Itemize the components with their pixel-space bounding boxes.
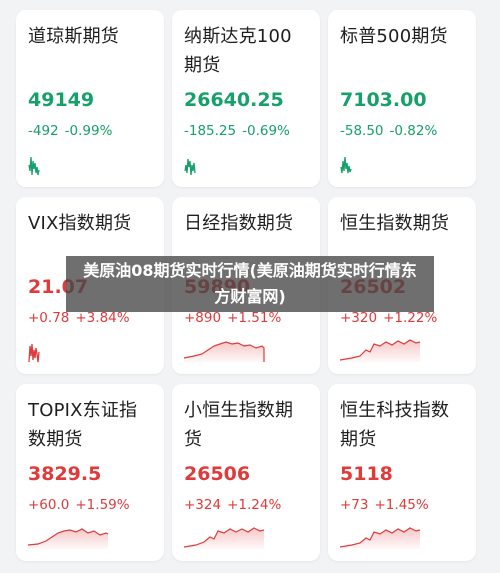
card-price: 7103.00 (340, 89, 427, 111)
card-change-row: +0.78 +3.84% (28, 309, 152, 327)
card-name: TOPIX东证指数期货 (28, 400, 138, 450)
card-name: 道琼斯期货 (28, 26, 119, 47)
futures-card-mini-hang-seng[interactable]: 小恒生指数期货 26506 +324 +1.24% (172, 384, 320, 561)
sparkline (28, 528, 109, 549)
card-price: 26640.25 (184, 89, 284, 111)
sparkline (340, 339, 421, 362)
card-name: 纳斯达克100期货 (184, 26, 292, 76)
card-change-pct: +1.24% (227, 497, 282, 513)
card-name: 小恒生指数期货 (184, 400, 294, 450)
card-change-row: +73 +1.45% (340, 496, 464, 514)
card-change: -492 (28, 123, 59, 139)
sparkline (340, 156, 352, 174)
card-change-pct: +3.84% (75, 310, 130, 326)
card-name: 标普500期货 (340, 26, 448, 47)
card-price: 49149 (28, 89, 95, 111)
sparkline (28, 343, 40, 363)
card-price: 26506 (184, 463, 251, 485)
card-change: -185.25 (184, 123, 237, 139)
card-name: 恒生指数期货 (340, 213, 450, 234)
sparkline (184, 158, 196, 176)
sparkline (28, 156, 40, 176)
card-name: 恒生科技指数期货 (340, 400, 450, 450)
card-change-pct: +1.22% (383, 310, 438, 326)
card-change-row: +320 +1.22% (340, 309, 464, 327)
card-change-pct: +1.59% (75, 497, 130, 513)
futures-card-nasdaq-100[interactable]: 纳斯达克100期货 26640.25 -185.25 -0.69% (172, 10, 320, 187)
card-change-row: +890 +1.51% (184, 309, 308, 327)
card-change: +60.0 (28, 497, 70, 513)
card-change-row: -492 -0.99% (28, 122, 152, 140)
card-change-pct: +1.51% (227, 310, 282, 326)
card-change-pct: +1.45% (374, 497, 429, 513)
banner-text: 美原油08期货实时行情(美原油期货实时行情东方财富网) (83, 261, 417, 306)
futures-card-dow-jones[interactable]: 道琼斯期货 49149 -492 -0.99% (16, 10, 164, 187)
sparkline (184, 527, 265, 549)
sparkline (184, 341, 265, 362)
card-change-row: -58.50 -0.82% (340, 122, 464, 140)
card-change: +73 (340, 497, 369, 513)
futures-card-hang-seng-tech[interactable]: 恒生科技指数期货 5118 +73 +1.45% (328, 384, 476, 561)
futures-card-sp500[interactable]: 标普500期货 7103.00 -58.50 -0.82% (328, 10, 476, 187)
card-change-pct: -0.99% (64, 123, 113, 139)
card-change: +324 (184, 497, 222, 513)
card-change-row: +60.0 +1.59% (28, 496, 152, 514)
card-change: +320 (340, 310, 378, 326)
card-change-pct: -0.82% (389, 123, 438, 139)
futures-card-topix[interactable]: TOPIX东证指数期货 3829.5 +60.0 +1.59% (16, 384, 164, 561)
card-name: VIX指数期货 (28, 213, 132, 234)
card-change: +0.78 (28, 310, 70, 326)
title-banner: 美原油08期货实时行情(美原油期货实时行情东方财富网) (66, 256, 434, 312)
card-price: 3829.5 (28, 463, 102, 485)
card-change: +890 (184, 310, 222, 326)
card-name: 日经指数期货 (184, 213, 294, 234)
card-price: 5118 (340, 463, 393, 485)
card-change-pct: -0.69% (242, 123, 290, 139)
sparkline (340, 527, 421, 549)
card-change: -58.50 (340, 123, 384, 139)
card-change-row: -185.25 -0.69% (184, 122, 308, 140)
card-change-row: +324 +1.24% (184, 496, 308, 514)
